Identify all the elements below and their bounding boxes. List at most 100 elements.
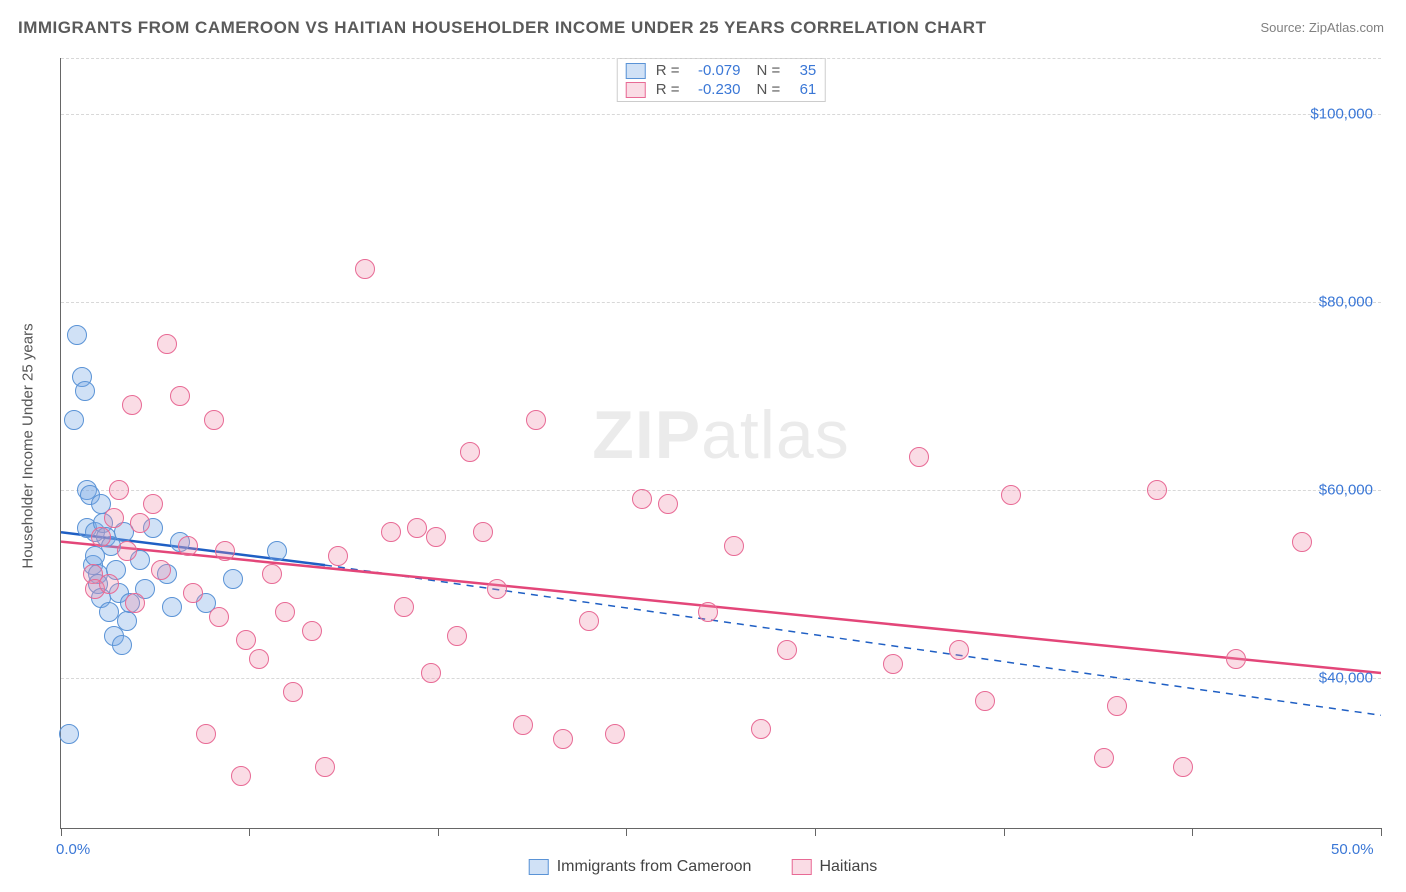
chart-title: IMMIGRANTS FROM CAMEROON VS HAITIAN HOUS…: [18, 18, 986, 38]
data-point: [109, 480, 129, 500]
gridline-h: [61, 490, 1381, 491]
data-point: [975, 691, 995, 711]
data-point: [104, 508, 124, 528]
data-point: [249, 649, 269, 669]
x-tick: [438, 828, 439, 836]
r-value: -0.230: [686, 81, 741, 98]
data-point: [143, 494, 163, 514]
legend-item: Haitians: [791, 858, 877, 876]
x-tick: [1381, 828, 1382, 836]
data-point: [315, 757, 335, 777]
data-point: [909, 447, 929, 467]
data-point: [204, 410, 224, 430]
data-point: [381, 522, 401, 542]
x-tick-label: 0.0%: [56, 841, 90, 858]
legend-swatch: [626, 63, 646, 79]
data-point: [223, 569, 243, 589]
data-point: [209, 607, 229, 627]
data-point: [125, 593, 145, 613]
data-point: [267, 541, 287, 561]
data-point: [407, 518, 427, 538]
data-point: [447, 626, 467, 646]
y-axis-label: Householder Income Under 25 years: [20, 323, 37, 568]
trend-lines-svg: [61, 58, 1381, 828]
data-point: [59, 724, 79, 744]
data-point: [1001, 485, 1021, 505]
x-tick: [1192, 828, 1193, 836]
x-tick: [626, 828, 627, 836]
data-point: [99, 602, 119, 622]
data-point: [231, 766, 251, 786]
data-point: [151, 560, 171, 580]
n-value: 61: [786, 81, 816, 98]
data-point: [724, 536, 744, 556]
data-point: [579, 611, 599, 631]
data-point: [130, 513, 150, 533]
data-point: [262, 564, 282, 584]
data-point: [178, 536, 198, 556]
legend-row: R =-0.230N =61: [626, 81, 817, 98]
data-point: [64, 410, 84, 430]
legend-label: Immigrants from Cameroon: [557, 858, 752, 876]
data-point: [1292, 532, 1312, 552]
n-value: 35: [786, 62, 816, 79]
data-point: [1094, 748, 1114, 768]
data-point: [122, 395, 142, 415]
data-point: [1147, 480, 1167, 500]
data-point: [215, 541, 235, 561]
data-point: [487, 579, 507, 599]
trend-line-extrapolated: [325, 565, 1381, 715]
data-point: [513, 715, 533, 735]
n-label: N =: [757, 62, 781, 79]
data-point: [553, 729, 573, 749]
data-point: [605, 724, 625, 744]
watermark-bold: ZIP: [592, 397, 701, 473]
y-tick-label: $40,000: [1319, 669, 1373, 686]
data-point: [302, 621, 322, 641]
legend-swatch: [791, 859, 811, 875]
data-point: [283, 682, 303, 702]
data-point: [91, 527, 111, 547]
data-point: [751, 719, 771, 739]
data-point: [157, 334, 177, 354]
plot-area: ZIPatlas R =-0.079N =35R =-0.230N =61 $4…: [60, 58, 1381, 829]
gridline-h: [61, 678, 1381, 679]
legend-item: Immigrants from Cameroon: [529, 858, 752, 876]
gridline-h: [61, 302, 1381, 303]
data-point: [460, 442, 480, 462]
data-point: [421, 663, 441, 683]
source-label: Source: ZipAtlas.com: [1260, 20, 1384, 35]
legend-swatch: [529, 859, 549, 875]
r-value: -0.079: [686, 62, 741, 79]
data-point: [883, 654, 903, 674]
data-point: [355, 259, 375, 279]
data-point: [426, 527, 446, 547]
watermark: ZIPatlas: [592, 396, 849, 474]
gridline-h: [61, 58, 1381, 59]
data-point: [632, 489, 652, 509]
x-tick: [61, 828, 62, 836]
legend-row: R =-0.079N =35: [626, 62, 817, 79]
series-legend: Immigrants from Cameroon Haitians: [529, 858, 878, 876]
data-point: [777, 640, 797, 660]
data-point: [1226, 649, 1246, 669]
data-point: [949, 640, 969, 660]
x-tick-label: 50.0%: [1331, 841, 1374, 858]
n-label: N =: [757, 81, 781, 98]
watermark-light: atlas: [701, 397, 850, 473]
data-point: [275, 602, 295, 622]
data-point: [75, 381, 95, 401]
data-point: [112, 635, 132, 655]
data-point: [117, 611, 137, 631]
y-tick-label: $60,000: [1319, 481, 1373, 498]
data-point: [526, 410, 546, 430]
data-point: [162, 597, 182, 617]
data-point: [698, 602, 718, 622]
y-tick-label: $100,000: [1310, 106, 1373, 123]
x-tick: [249, 828, 250, 836]
data-point: [1107, 696, 1127, 716]
x-tick: [1004, 828, 1005, 836]
data-point: [67, 325, 87, 345]
data-point: [196, 724, 216, 744]
x-tick: [815, 828, 816, 836]
